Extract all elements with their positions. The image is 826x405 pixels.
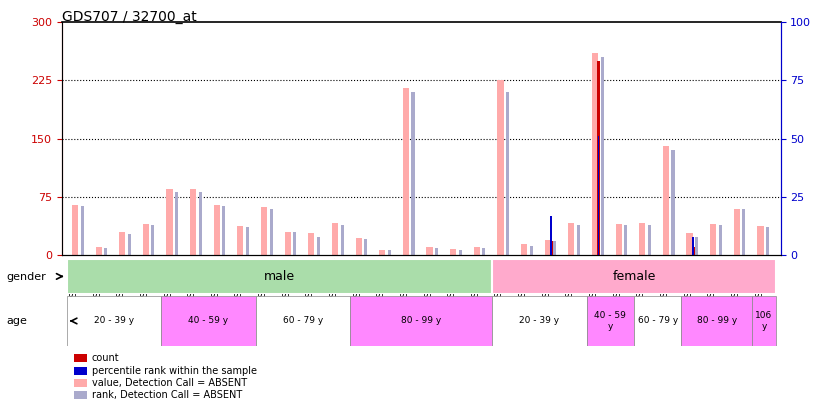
Text: female: female <box>612 270 656 283</box>
Bar <box>74 354 87 362</box>
Text: 60 - 79 y: 60 - 79 y <box>638 316 678 326</box>
Text: gender: gender <box>7 272 46 281</box>
Bar <box>261 207 267 255</box>
Bar <box>710 224 716 255</box>
Text: 40 - 59
y: 40 - 59 y <box>595 311 626 330</box>
Bar <box>246 227 249 255</box>
Text: 80 - 99 y: 80 - 99 y <box>401 316 441 326</box>
Bar <box>222 206 225 255</box>
Bar <box>308 233 315 255</box>
Bar <box>662 147 669 255</box>
Bar <box>624 225 627 255</box>
Bar <box>151 225 154 255</box>
Bar <box>686 233 693 255</box>
Bar <box>529 246 533 255</box>
Bar <box>743 209 746 255</box>
Bar <box>74 379 87 387</box>
Bar <box>190 189 197 255</box>
Bar <box>317 237 320 255</box>
Bar <box>119 232 126 255</box>
Text: 40 - 59 y: 40 - 59 y <box>188 316 229 326</box>
Bar <box>766 227 769 255</box>
Bar <box>350 296 492 346</box>
Bar <box>672 150 675 255</box>
Bar <box>128 234 131 255</box>
Text: male: male <box>263 270 295 283</box>
Bar <box>72 205 78 255</box>
Bar <box>757 226 763 255</box>
Bar <box>426 247 433 255</box>
Text: 20 - 39 y: 20 - 39 y <box>520 316 559 326</box>
Bar <box>692 237 694 255</box>
Bar <box>166 189 173 255</box>
Bar <box>492 296 586 346</box>
Bar <box>568 223 574 255</box>
Text: count: count <box>92 354 119 363</box>
Text: 60 - 79 y: 60 - 79 y <box>283 316 323 326</box>
Bar <box>199 192 202 255</box>
Bar <box>237 226 244 255</box>
Bar <box>355 238 362 255</box>
Text: percentile rank within the sample: percentile rank within the sample <box>92 366 257 375</box>
Bar <box>285 232 291 255</box>
Bar <box>592 53 598 255</box>
Bar <box>634 296 681 346</box>
Text: age: age <box>7 316 27 326</box>
Bar <box>521 243 527 255</box>
Text: 20 - 39 y: 20 - 39 y <box>94 316 134 326</box>
Bar <box>691 247 695 255</box>
Bar <box>598 136 600 255</box>
Bar <box>577 225 580 255</box>
Bar <box>175 192 178 255</box>
Bar <box>752 296 776 346</box>
Bar <box>550 241 553 255</box>
Bar <box>553 241 557 255</box>
Bar <box>74 367 87 375</box>
Text: GDS707 / 32700_at: GDS707 / 32700_at <box>62 10 197 24</box>
Bar <box>161 296 256 346</box>
Bar <box>586 296 634 346</box>
Bar <box>143 224 149 255</box>
Bar <box>492 259 776 294</box>
Bar <box>379 250 385 255</box>
Bar <box>639 223 645 255</box>
Bar <box>497 81 504 255</box>
Bar <box>340 225 344 255</box>
Bar <box>403 88 409 255</box>
Text: 106
y: 106 y <box>756 311 772 330</box>
Bar <box>450 249 456 255</box>
Bar <box>364 239 368 255</box>
Bar <box>601 57 604 255</box>
Bar <box>256 296 350 346</box>
Bar <box>615 224 622 255</box>
Bar <box>96 247 102 255</box>
Bar <box>411 92 415 255</box>
Text: rank, Detection Call = ABSENT: rank, Detection Call = ABSENT <box>92 390 242 400</box>
Bar <box>67 259 492 294</box>
Bar <box>695 237 698 255</box>
Bar <box>482 248 486 255</box>
Bar <box>458 250 462 255</box>
Bar <box>544 240 551 255</box>
Bar <box>597 61 600 255</box>
Text: 80 - 99 y: 80 - 99 y <box>696 316 737 326</box>
Bar <box>104 248 107 255</box>
Bar <box>474 247 480 255</box>
Bar <box>648 225 651 255</box>
Bar <box>719 225 722 255</box>
Bar <box>214 205 220 255</box>
Bar <box>269 209 273 255</box>
Bar <box>388 250 391 255</box>
Bar <box>74 391 87 399</box>
Bar <box>550 215 552 255</box>
Bar <box>435 248 438 255</box>
Bar <box>506 92 509 255</box>
Text: value, Detection Call = ABSENT: value, Detection Call = ABSENT <box>92 378 247 388</box>
Bar <box>67 296 161 346</box>
Bar <box>733 209 740 255</box>
Bar <box>332 223 338 255</box>
Bar <box>681 296 752 346</box>
Bar <box>293 232 297 255</box>
Bar <box>80 206 83 255</box>
